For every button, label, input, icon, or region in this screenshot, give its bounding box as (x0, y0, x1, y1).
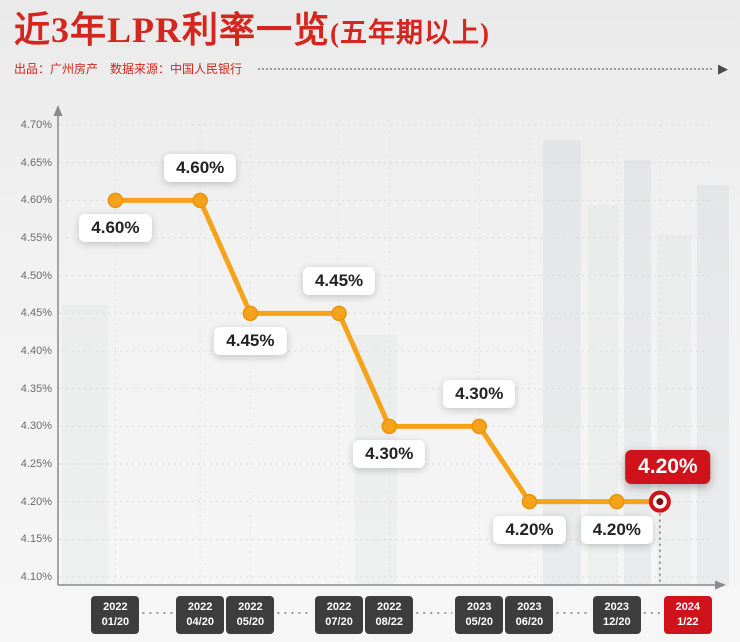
building-silhouette (624, 160, 651, 585)
y-tick-label: 4.30% (20, 420, 52, 433)
y-tick-label: 4.20% (20, 495, 52, 508)
x-axis-badge: 2024 1/22 (663, 596, 712, 634)
y-tick-label: 4.35% (20, 382, 52, 395)
x-axis-badge: 2022 04/20 (176, 596, 225, 634)
y-tick-label: 4.40% (20, 345, 52, 357)
highlight-marker-dot (656, 498, 664, 506)
value-label: 4.45% (214, 327, 287, 356)
value-label: 4.30% (353, 440, 426, 469)
data-point (107, 192, 124, 209)
title-main: 近3年LPR利率一览 (14, 10, 331, 50)
x-axis-badge: 2022 01/20 (91, 596, 140, 634)
x-axis-arrow-icon (715, 580, 726, 590)
y-tick-label: 4.65% (20, 156, 52, 169)
value-label: 4.60% (79, 214, 152, 243)
value-label: 4.20% (580, 515, 653, 544)
header: 近3年LPR利率一览(五年期以上) 出品：广州房产 数据来源：中国人民银行 ▶ (14, 10, 728, 77)
credit-row: 出品：广州房产 数据来源：中国人民银行 ▶ (14, 60, 728, 77)
data-point (192, 192, 208, 209)
x-axis-badge: 2022 05/20 (226, 596, 275, 634)
arrow-right-icon: ▶ (718, 61, 728, 77)
data-point (331, 305, 347, 322)
source-text: 数据来源：中国人民银行 (110, 62, 243, 77)
data-point (471, 418, 487, 435)
y-tick-label: 4.25% (20, 458, 52, 470)
y-tick-label: 4.70% (20, 119, 52, 131)
page-title: 近3年LPR利率一览(五年期以上) (14, 10, 728, 51)
highlight-value-label: 4.20% (625, 449, 711, 484)
dotted-leader-line (258, 67, 712, 70)
building-silhouette (62, 305, 108, 585)
y-tick-label: 4.15% (20, 533, 52, 546)
data-point (609, 493, 625, 510)
x-axis-badge: 2022 07/20 (315, 596, 364, 634)
y-tick-label: 4.50% (20, 269, 52, 282)
value-label: 4.60% (164, 154, 237, 183)
building-silhouette (657, 235, 691, 585)
data-point (242, 305, 259, 322)
x-axis-badge: 2022 08/22 (365, 596, 414, 634)
title-suffix: (五年期以上) (330, 18, 490, 48)
x-axis-badge: 2023 12/20 (592, 596, 641, 634)
value-label: 4.45% (302, 267, 376, 296)
y-tick-label: 4.45% (20, 307, 52, 320)
data-point (381, 418, 398, 435)
value-label: 4.30% (443, 380, 516, 409)
y-tick-label: 4.55% (20, 232, 52, 244)
credit-text: 出品：广州房产 (14, 62, 99, 77)
x-axis-badge: 2023 06/20 (505, 596, 554, 634)
y-axis-arrow-icon (53, 105, 63, 116)
building-silhouette (697, 185, 729, 585)
y-tick-label: 4.10% (20, 571, 52, 583)
data-point (521, 493, 538, 510)
value-label: 4.20% (493, 515, 566, 544)
x-axis-badge: 2023 05/20 (455, 596, 504, 634)
y-tick-label: 4.60% (20, 194, 52, 207)
building-silhouette (543, 140, 581, 585)
